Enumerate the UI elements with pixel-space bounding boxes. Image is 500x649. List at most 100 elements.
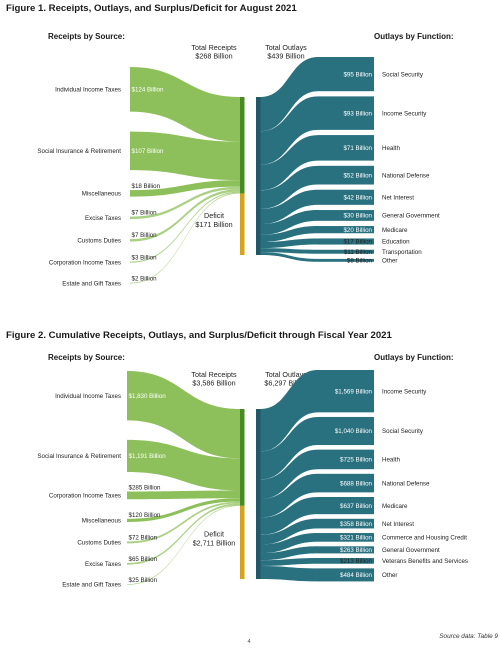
- outlay-value-label: $213 Billion: [340, 558, 373, 565]
- receipt-category-label: Excise Taxes: [85, 215, 121, 222]
- outlay-node-4: [318, 496, 374, 515]
- receipt-flow-5: [130, 191, 240, 263]
- outlay-category-label: Net Interest: [382, 521, 414, 528]
- deficit-label: Deficit: [204, 211, 224, 220]
- outlay-node-3: [318, 165, 374, 185]
- receipt-value-label: $18 Billion: [132, 183, 161, 190]
- receipt-category-label: Corporation Income Taxes: [49, 259, 121, 266]
- outlay-node-6: [318, 533, 374, 542]
- outlay-flow-5: [260, 210, 318, 235]
- outlay-flow-7: [260, 546, 318, 561]
- receipt-category-label: Individual Income Taxes: [55, 393, 121, 400]
- receipt-value-label: $2 Billion: [132, 276, 158, 283]
- total-receipts-label: Total Receipts: [191, 43, 237, 52]
- outlay-node-4: [318, 189, 374, 205]
- receipt-flow-5: [127, 503, 240, 565]
- outlay-category-label: General Government: [382, 547, 440, 554]
- outlay-flow-4: [260, 189, 318, 225]
- receipt-value-label: $120 Billion: [129, 512, 162, 519]
- figure-title: Figure 2. Cumulative Receipts, Outlays, …: [6, 330, 392, 341]
- outlay-value-label: $8 Billion: [347, 258, 373, 265]
- total-receipts-label: Total Receipts: [191, 370, 237, 379]
- outlays-bar: [256, 409, 261, 579]
- outlay-category-label: Medicare: [382, 227, 408, 234]
- outlay-node-2: [318, 135, 374, 161]
- receipt-category-label: Individual Income Taxes: [55, 87, 121, 94]
- outlay-flow-2: [260, 449, 318, 500]
- outlay-node-1: [318, 96, 374, 130]
- outlays-bar: [256, 97, 261, 255]
- receipt-flow-1: [127, 439, 240, 491]
- outlay-node-1: [318, 416, 374, 446]
- receipt-flow-4: [130, 189, 240, 242]
- outlay-node-7: [318, 546, 374, 554]
- outlay-value-label: $17 Billion: [343, 239, 372, 246]
- receipt-value-label: $3 Billion: [132, 255, 158, 262]
- receipt-category-label: Excise Taxes: [85, 561, 121, 568]
- outlay-category-label: Net Interest: [382, 194, 414, 201]
- outlay-category-label: Veterans Benefits and Services: [382, 558, 468, 565]
- outlay-category-label: Social Security: [382, 428, 424, 435]
- outlay-node-5: [318, 210, 374, 221]
- outlay-flow-4: [260, 496, 318, 535]
- total-outlays-label: Total Outlays: [265, 370, 307, 379]
- outlay-node-9: [318, 258, 374, 262]
- total-outlays-label: Total Outlays: [265, 43, 307, 52]
- outlay-category-label: Medicare: [382, 503, 408, 510]
- outlay-node-2: [318, 449, 374, 470]
- source-note: Source data: Table 9: [439, 633, 498, 640]
- receipt-value-label: $25 Billion: [129, 577, 158, 584]
- receipt-flow-6: [127, 505, 240, 585]
- outlay-flow-9: [260, 252, 318, 262]
- outlay-flow-2: [260, 135, 318, 191]
- outlay-flow-6: [260, 533, 318, 554]
- outlay-flow-5: [260, 518, 318, 545]
- deficit-bar: [240, 193, 245, 255]
- outlays-header: Outlays by Function:: [374, 32, 454, 41]
- outlay-flow-7: [260, 238, 318, 249]
- total-receipts-value: $3,586 Billion: [192, 379, 235, 388]
- total-receipts-value: $268 Billion: [195, 52, 232, 61]
- outlay-value-label: $688 Billion: [340, 480, 373, 487]
- outlay-node-9: [318, 568, 374, 582]
- outlay-node-6: [318, 226, 374, 234]
- outlay-value-label: $263 Billion: [340, 547, 373, 554]
- receipt-flow-0: [127, 371, 240, 459]
- outlay-category-label: National Defense: [382, 480, 430, 487]
- outlay-value-label: $321 Billion: [340, 535, 373, 542]
- outlay-category-label: Income Security: [382, 388, 427, 395]
- total-outlays-value: $439 Billion: [267, 52, 304, 61]
- outlay-node-8: [318, 249, 374, 254]
- receipt-flow-2: [127, 490, 240, 500]
- receipt-flow-4: [127, 501, 240, 544]
- outlay-value-label: $52 Billion: [343, 172, 372, 179]
- outlay-flow-3: [260, 473, 318, 518]
- outlay-value-label: $71 Billion: [343, 145, 372, 152]
- receipt-value-label: $1,830 Billion: [129, 393, 167, 400]
- receipt-category-label: Corporation Income Taxes: [49, 493, 121, 500]
- outlay-node-7: [318, 238, 374, 245]
- outlay-value-label: $484 Billion: [340, 572, 373, 579]
- receipt-category-label: Customs Duties: [77, 540, 121, 547]
- receipt-flow-1: [130, 131, 240, 181]
- outlays-header: Outlays by Function:: [374, 353, 454, 362]
- receipt-category-label: Social Insurance & Retirement: [37, 453, 121, 460]
- receipts-bar: [240, 409, 245, 506]
- outlay-value-label: $93 Billion: [343, 110, 372, 117]
- outlay-node-0: [318, 370, 374, 413]
- outlay-category-label: Other: [382, 258, 397, 265]
- outlay-flow-1: [260, 416, 318, 480]
- outlay-node-5: [318, 518, 374, 529]
- figure-title: Figure 1. Receipts, Outlays, and Surplus…: [6, 3, 297, 14]
- receipt-value-label: $107 Billion: [132, 148, 165, 155]
- outlay-value-label: $20 Billion: [343, 227, 372, 234]
- outlay-flow-6: [260, 226, 318, 243]
- page-number: 4: [247, 639, 250, 645]
- outlay-value-label: $11 Billion: [344, 249, 373, 256]
- receipt-category-label: Social Insurance & Retirement: [37, 148, 121, 155]
- outlay-node-8: [318, 558, 374, 564]
- outlay-flow-0: [260, 57, 318, 132]
- receipt-category-label: Miscellaneous: [82, 191, 121, 198]
- outlay-category-label: General Government: [382, 213, 440, 220]
